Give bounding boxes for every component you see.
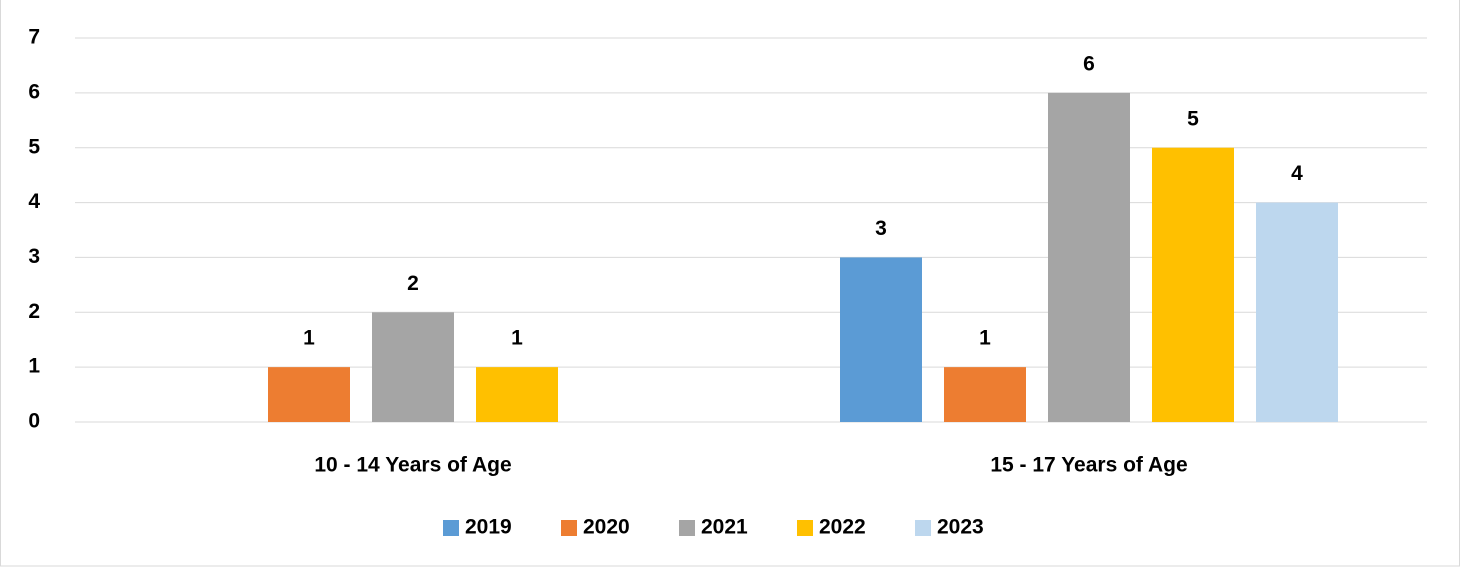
x-tick-label: 15 - 17 Years of Age [990,454,1187,477]
data-label: 1 [979,327,991,350]
y-tick-label: 1 [28,355,40,378]
data-label: 1 [303,327,315,350]
x-tick-label: 10 - 14 Years of Age [314,454,511,477]
data-label: 3 [875,217,887,240]
legend-swatch [915,520,931,536]
legend-label: 2019 [465,516,512,539]
y-tick-label: 4 [28,190,40,213]
bar [268,367,350,422]
bar [1048,92,1130,422]
bar [1152,147,1234,422]
bar [372,312,454,422]
bar [1256,202,1338,422]
y-tick-label: 0 [28,410,40,433]
legend-swatch [443,520,459,536]
legend-label: 2022 [819,516,866,539]
y-tick-label: 6 [28,80,40,103]
legend-swatch [679,520,695,536]
bar [840,257,922,422]
legend-swatch [797,520,813,536]
data-label: 1 [511,327,523,350]
bar [944,367,1026,422]
data-label: 6 [1083,52,1095,75]
data-label: 2 [407,272,419,295]
legend-label: 2023 [937,516,984,539]
bar [476,367,558,422]
y-tick-label: 5 [28,135,40,158]
legend-label: 2021 [701,516,748,539]
data-label: 5 [1187,107,1199,130]
y-tick-label: 3 [28,245,40,268]
legend-label: 2020 [583,516,630,539]
y-tick-label: 7 [28,26,40,49]
data-label: 4 [1291,162,1303,185]
y-tick-label: 2 [28,300,40,323]
legend-swatch [561,520,577,536]
